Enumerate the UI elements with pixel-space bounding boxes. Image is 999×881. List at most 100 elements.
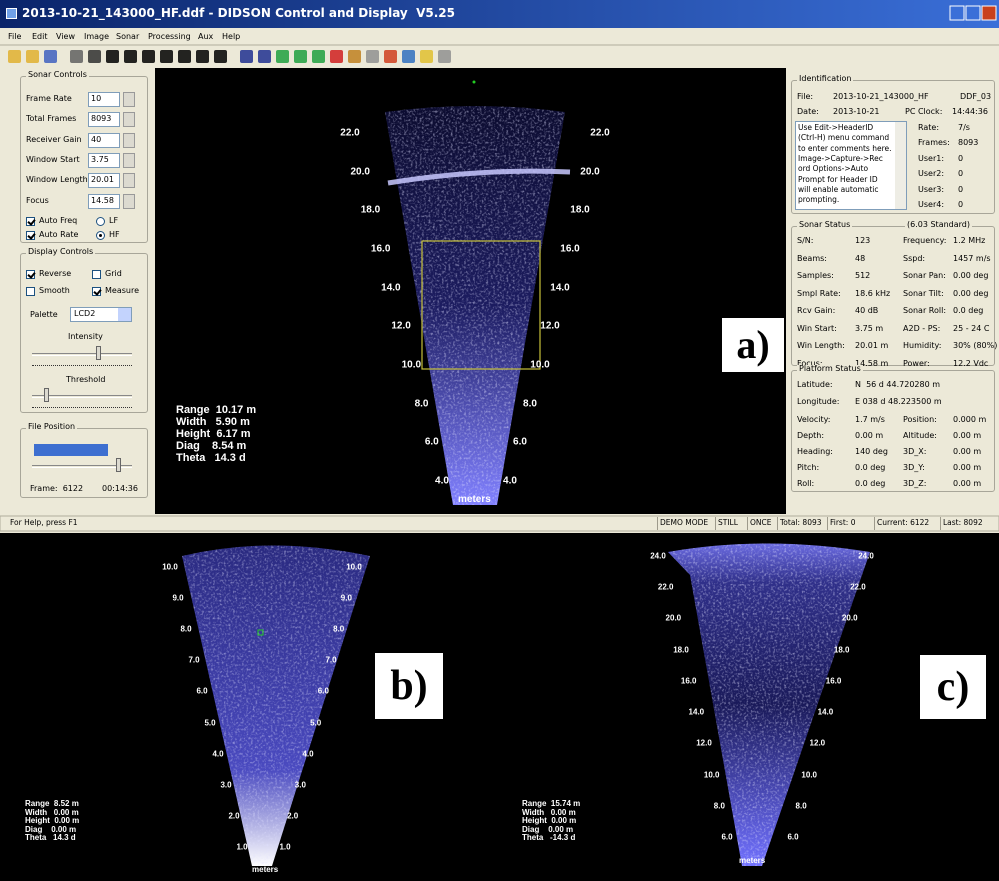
range-label: 4.0 (212, 750, 223, 759)
field-input[interactable]: 40 (88, 133, 120, 148)
info-value: 18.6 kHz (855, 290, 890, 299)
measure-text: Width 5.90 m (176, 416, 250, 428)
info-value: 140 deg (855, 448, 888, 457)
check-label: Grid (105, 270, 122, 279)
toolbar-button[interactable] (196, 50, 209, 63)
range-label: 18.0 (570, 205, 589, 216)
toolbar-button[interactable] (438, 50, 451, 63)
toolbar-button[interactable] (294, 50, 307, 63)
close-button[interactable] (982, 6, 996, 20)
toolbar-button[interactable] (178, 50, 191, 63)
field-label: Focus (26, 197, 49, 206)
info-value: 1.2 MHz (953, 237, 985, 246)
toolbar-button[interactable] (124, 50, 137, 63)
info-value: 0 (958, 155, 963, 164)
info-value: 0.00 m (855, 432, 883, 441)
spinner[interactable] (123, 92, 135, 107)
toolbar-button[interactable] (420, 50, 433, 63)
field-input[interactable]: 14.58 (88, 194, 120, 209)
info-label: Win Length: (797, 342, 845, 351)
slider-ticks (32, 365, 132, 366)
checkbox[interactable] (26, 217, 35, 226)
toolbar-button[interactable] (366, 50, 379, 63)
status-text: First: 0 (830, 519, 855, 527)
toolbar-button[interactable] (402, 50, 415, 63)
info-value: 40 dB (855, 307, 878, 316)
toolbar-button[interactable] (330, 50, 343, 63)
info-value: DDF_03 (960, 93, 991, 102)
panel-label: c) (920, 655, 986, 719)
toolbar-button[interactable] (70, 50, 83, 63)
note-line: to enter comments here. (798, 145, 892, 153)
checkbox[interactable] (26, 231, 35, 240)
info-value: 0.000 m (953, 416, 986, 425)
range-label: 10.0 (704, 771, 720, 780)
field-input[interactable]: 10 (88, 92, 120, 107)
spinner[interactable] (123, 194, 135, 209)
units-label: meters (458, 494, 491, 505)
toolbar-button[interactable] (348, 50, 361, 63)
dropdown-arrow[interactable] (118, 308, 131, 321)
toolbar-button[interactable] (142, 50, 155, 63)
radio-button[interactable] (96, 231, 105, 240)
toolbar-button[interactable] (214, 50, 227, 63)
toolbar-button[interactable] (276, 50, 289, 63)
menu-item[interactable]: View (56, 33, 75, 42)
menu-item[interactable]: Image (84, 33, 109, 42)
spinner[interactable] (123, 133, 135, 148)
info-label: Frames: (918, 139, 950, 148)
toolbar-button[interactable] (312, 50, 325, 63)
menu-item[interactable]: Processing (148, 33, 191, 42)
checkbox[interactable] (92, 287, 101, 296)
menu-item[interactable]: File (8, 33, 21, 42)
slider-thumb[interactable] (116, 458, 121, 472)
radio-button[interactable] (96, 217, 105, 226)
checkbox[interactable] (26, 270, 35, 279)
menu-item[interactable]: Aux (198, 33, 213, 42)
slider-thumb[interactable] (44, 388, 49, 402)
info-label: User1: (918, 155, 944, 164)
info-value: 0.00 m (953, 464, 981, 473)
info-value: 0.0 deg (855, 480, 885, 489)
field-label: Receiver Gain (26, 136, 82, 145)
toolbar-button[interactable] (44, 50, 57, 63)
toolbar-button[interactable] (8, 50, 21, 63)
menu-item[interactable]: Help (222, 33, 240, 42)
info-label: File: (797, 93, 813, 102)
checkbox[interactable] (26, 287, 35, 296)
info-value: 0 (958, 201, 963, 210)
toolbar-button[interactable] (258, 50, 271, 63)
info-label: User2: (918, 170, 944, 179)
field-input[interactable]: 8093 (88, 112, 120, 127)
note-scrollbar (895, 122, 906, 209)
toolbar-button[interactable] (26, 50, 39, 63)
maximize-button[interactable] (966, 6, 980, 20)
toolbar-button[interactable] (240, 50, 253, 63)
field-input[interactable]: 3.75 (88, 153, 120, 168)
toolbar-button[interactable] (160, 50, 173, 63)
spinner[interactable] (123, 153, 135, 168)
slider-thumb[interactable] (96, 346, 101, 360)
spinner[interactable] (123, 173, 135, 188)
toolbar-button[interactable] (88, 50, 101, 63)
toolbar-button[interactable] (384, 50, 397, 63)
menu-item[interactable]: Sonar (116, 33, 139, 42)
minimize-button[interactable] (950, 6, 964, 20)
spinner[interactable] (123, 112, 135, 127)
sonar-speckle (660, 535, 875, 870)
check-label: HF (109, 231, 120, 240)
radio-dot (99, 234, 102, 237)
field-input[interactable]: 20.01 (88, 173, 120, 188)
screenshot: 2013-10-21_143000_HF.ddf - DIDSON Contro… (0, 0, 999, 881)
info-value: 8093 (958, 139, 978, 148)
info-value: 30% (80%) (953, 342, 997, 351)
menu-item[interactable]: Edit (32, 33, 48, 42)
range-label: 1.0 (279, 844, 290, 853)
range-label: 8.0 (796, 802, 807, 811)
range-label: 22.0 (658, 584, 674, 593)
info-label: Sonar Roll: (903, 307, 946, 316)
info-label: Altitude: (903, 432, 937, 441)
progress-bar (34, 444, 108, 456)
toolbar-button[interactable] (106, 50, 119, 63)
checkbox[interactable] (92, 270, 101, 279)
